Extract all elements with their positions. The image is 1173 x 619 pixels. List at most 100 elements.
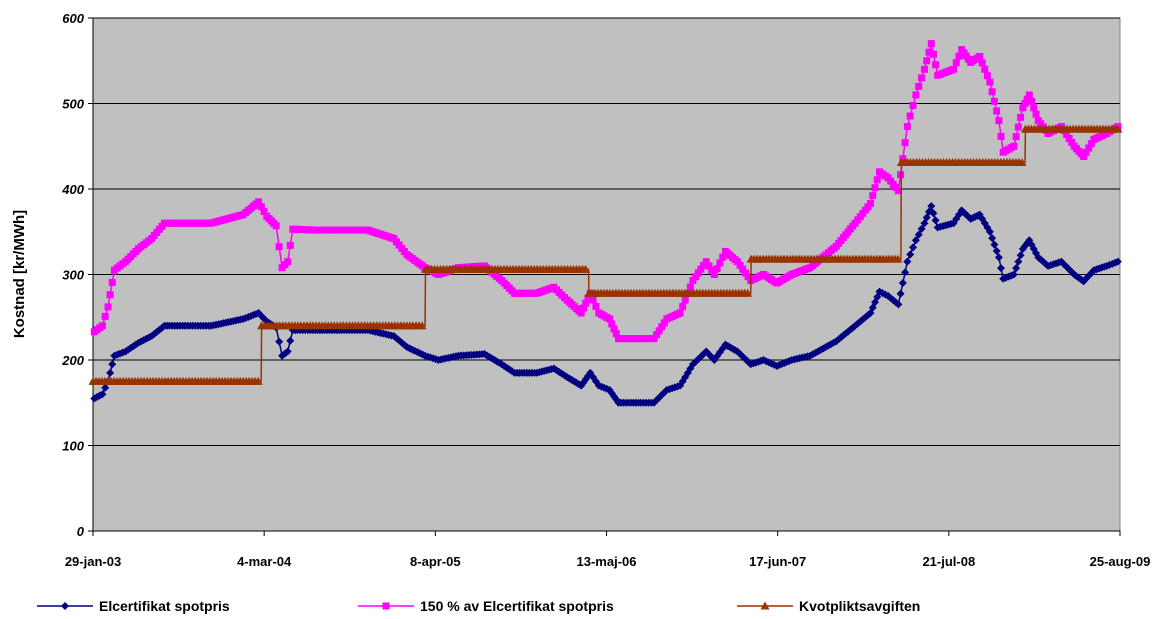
data-point <box>911 236 920 245</box>
data-point <box>1113 257 1122 266</box>
data-point <box>658 323 666 331</box>
data-point <box>1065 134 1073 142</box>
data-point <box>918 74 926 82</box>
data-point <box>108 278 116 286</box>
data-point <box>579 304 587 312</box>
data-point <box>988 234 997 243</box>
x-tick-label: 4-mar-04 <box>237 554 292 569</box>
data-point <box>990 240 999 249</box>
data-point <box>1032 110 1040 118</box>
legend-item: Kvotpliktsavgiften <box>737 598 920 614</box>
legend-marker <box>382 602 390 610</box>
data-point <box>694 269 702 277</box>
data-point <box>950 65 958 73</box>
x-tick-label: 17-jun-07 <box>749 554 806 569</box>
data-point <box>286 336 295 345</box>
data-point <box>108 360 117 369</box>
data-point <box>931 216 940 225</box>
data-point <box>713 265 721 273</box>
data-point <box>257 203 265 211</box>
data-point <box>983 72 991 80</box>
data-point <box>697 265 705 273</box>
x-tick-label: 21-jul-08 <box>922 554 975 569</box>
data-point <box>676 309 684 317</box>
data-point <box>1087 140 1095 148</box>
data-point <box>993 107 1001 115</box>
series-2 <box>90 40 1122 343</box>
data-point <box>1082 148 1090 156</box>
data-point <box>903 123 911 131</box>
data-point <box>708 266 716 274</box>
data-point <box>417 321 427 330</box>
data-point <box>582 299 590 307</box>
legend-item: Elcertifikat spotpris <box>37 598 230 614</box>
data-point <box>741 269 749 277</box>
data-point <box>275 243 283 251</box>
tick-labels: 0 100 200 300 400 500 600 29-jan-03 4-mar-04 8-ap… <box>61 11 1150 569</box>
y-tick-label: 400 <box>61 182 84 197</box>
data-point <box>1010 142 1018 150</box>
data-point <box>906 250 915 259</box>
data-point <box>1009 270 1018 279</box>
data-point <box>896 289 905 298</box>
data-point <box>736 261 744 269</box>
x-tick-label: 25-aug-09 <box>1090 554 1151 569</box>
data-point <box>976 52 984 60</box>
data-point <box>1063 130 1071 138</box>
data-point <box>1025 91 1033 99</box>
data-point <box>101 383 110 392</box>
data-point <box>689 276 697 284</box>
data-point <box>909 101 917 109</box>
data-point <box>990 97 998 105</box>
axes <box>88 17 1121 536</box>
data-point <box>925 48 933 56</box>
y-tick-label: 0 <box>77 524 85 539</box>
data-point <box>952 59 960 67</box>
data-point <box>927 202 936 211</box>
legend-label: Kvotpliktsavgiften <box>799 598 920 614</box>
data-point <box>700 261 708 269</box>
data-point <box>986 78 994 86</box>
data-point <box>581 264 591 273</box>
data-point <box>1017 113 1025 121</box>
data-point <box>978 59 986 67</box>
data-point <box>104 303 112 311</box>
y-tick-label: 100 <box>62 439 84 454</box>
data-point <box>981 65 989 73</box>
data-point <box>610 325 618 333</box>
data-point <box>719 253 727 261</box>
data-point <box>988 88 996 96</box>
data-point <box>955 52 963 60</box>
data-point <box>655 327 663 335</box>
data-point <box>284 258 292 266</box>
data-point <box>692 273 700 281</box>
data-point <box>253 376 263 385</box>
data-point <box>903 257 912 266</box>
data-point <box>283 347 292 356</box>
data-point <box>893 254 903 263</box>
data-point <box>909 243 918 252</box>
y-tick-label: 300 <box>62 268 84 283</box>
legend-marker <box>61 602 69 610</box>
gridlines <box>93 17 1120 446</box>
data-point <box>577 309 585 317</box>
data-point <box>681 296 689 304</box>
y-axis-label: Kostnad [kr/MWh] <box>11 210 28 338</box>
data-point <box>716 259 724 267</box>
data-point <box>894 300 903 309</box>
y-tick-label: 500 <box>62 97 84 112</box>
data-point <box>1014 123 1022 131</box>
data-point <box>1023 95 1031 103</box>
data-point <box>871 184 879 192</box>
data-point <box>915 82 923 90</box>
data-point <box>994 253 1003 262</box>
data-point <box>686 283 694 291</box>
data-point <box>929 50 937 58</box>
data-point <box>1030 104 1038 112</box>
data-point <box>608 320 616 328</box>
data-point <box>710 271 718 278</box>
data-point <box>1028 97 1036 105</box>
data-point <box>873 176 881 184</box>
data-point <box>592 302 600 310</box>
data-point <box>286 241 294 249</box>
